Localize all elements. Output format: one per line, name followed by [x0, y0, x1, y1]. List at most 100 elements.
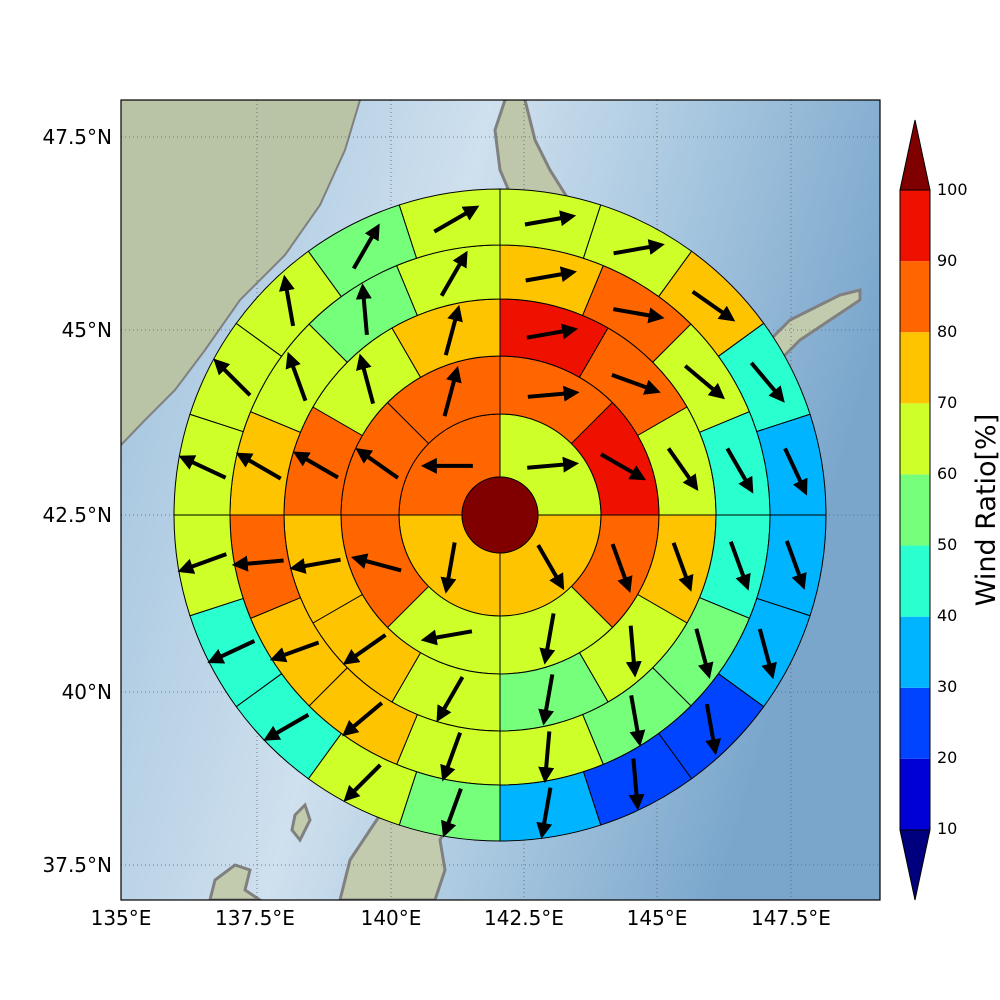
- wind-arrow: [436, 676, 465, 723]
- wind-arrow: [355, 448, 400, 480]
- colorbar-tick-label: 20: [937, 748, 957, 767]
- wind-arrow: [433, 205, 480, 234]
- colorbar-segment: [900, 545, 930, 617]
- wind-arrow: [442, 365, 462, 417]
- lat-tick-label: 37.5°N: [43, 853, 113, 877]
- colorbar-tick-label: 70: [937, 393, 957, 412]
- wind-arrow: [611, 373, 661, 395]
- wind-arrow: [441, 787, 463, 838]
- colorbar-tick-label: 60: [937, 464, 957, 483]
- wind-arrow: [278, 274, 296, 327]
- wind-arrow: [600, 452, 647, 481]
- wind-arrow: [231, 555, 284, 572]
- lat-axis: 47.5°N 45°N 42.5°N 40°N 37.5°N: [43, 125, 113, 877]
- wind-arrow: [207, 639, 256, 664]
- wind-arrow: [439, 250, 468, 297]
- colorbar-tick-label: 40: [937, 606, 957, 625]
- colorbar-segment: [900, 403, 930, 475]
- land-sado-island: [290, 802, 312, 843]
- lat-tick-label: 47.5°N: [43, 125, 113, 149]
- wind-arrow: [725, 447, 754, 494]
- wind-arrow: [538, 674, 555, 726]
- colorbar-segment: [900, 332, 930, 404]
- colorbar-tick-label: 80: [937, 322, 957, 341]
- wind-arrow: [351, 223, 380, 270]
- land-korea-tip: [208, 863, 263, 900]
- wind-arrow: [440, 542, 457, 594]
- wind-arrow: [285, 351, 308, 402]
- wind-arrow: [666, 447, 699, 492]
- lon-tick-label: 145°E: [627, 906, 688, 930]
- wind-arrow: [610, 543, 633, 593]
- wind-arrow: [350, 553, 402, 573]
- colorbar-segment: [900, 758, 930, 830]
- wind-arrows: [177, 205, 808, 839]
- lon-tick-label: 140°E: [361, 906, 422, 930]
- colorbar-tick-label: 100: [937, 180, 968, 199]
- colorbar-segment: [900, 261, 930, 333]
- wind-arrow: [263, 712, 310, 741]
- wind-arrow: [671, 542, 694, 592]
- wind-arrow: [628, 758, 645, 811]
- lon-tick-label: 142.5°E: [484, 906, 564, 930]
- colorbar-tick-label: 50: [937, 535, 957, 554]
- wind-arrow: [527, 385, 580, 402]
- wind-arrow: [539, 613, 556, 665]
- wind-arrow: [683, 364, 726, 400]
- wind-arrow: [235, 452, 282, 481]
- center-cell: [461, 476, 539, 554]
- colorbar-label: Wind Ratio[%]: [971, 414, 1000, 606]
- wind-arrow: [355, 283, 372, 336]
- lon-axis: 135°E 137.5°E 140°E 142.5°E 145°E 147.5°…: [91, 906, 831, 930]
- wind-arrow: [784, 540, 807, 590]
- wind-arrow: [525, 266, 577, 283]
- colorbar-extend-min: [899, 829, 931, 901]
- wind-arrow: [213, 358, 252, 397]
- lat-tick-label: 40°N: [62, 680, 112, 704]
- colorbar-segment: [900, 616, 930, 688]
- wind-arrow: [343, 763, 382, 802]
- colorbar-segment: [900, 687, 930, 759]
- wind-arrow: [691, 290, 736, 322]
- colorbar-segment: [900, 190, 930, 262]
- wind-arrow: [538, 731, 555, 784]
- wind-arrow: [704, 703, 722, 756]
- lat-tick-label: 45°N: [62, 318, 112, 342]
- wind-arrow: [443, 304, 463, 356]
- colorbar-extend-max: [899, 119, 931, 191]
- colorbar-ticks: 10 20 30 40 50 60 70 80 90 100: [937, 180, 968, 838]
- wind-arrow: [342, 633, 387, 665]
- colorbar-tick-label: 30: [937, 677, 957, 696]
- wind-arrow: [749, 361, 785, 403]
- wind-arrow: [420, 629, 473, 646]
- wind-arrow: [536, 787, 553, 839]
- colorbar-tick-label: 10: [937, 819, 957, 838]
- wind-arrow: [728, 541, 751, 591]
- wind-arrow: [527, 456, 580, 473]
- colorbar-tick-label: 90: [937, 251, 957, 270]
- wind-arrow: [342, 701, 384, 737]
- lon-tick-label: 137.5°E: [215, 906, 295, 930]
- wind-arrow: [536, 544, 565, 591]
- wind-arrow: [526, 323, 579, 340]
- lon-tick-label: 135°E: [91, 906, 152, 930]
- wind-arrow: [440, 731, 462, 782]
- wind-arrow: [178, 455, 227, 480]
- colorbar: [899, 119, 931, 901]
- colorbar-segment: [900, 474, 930, 546]
- wind-arrow: [356, 353, 376, 405]
- map-frame: [120, 99, 881, 901]
- lon-tick-label: 147.5°E: [751, 906, 831, 930]
- wind-arrow: [694, 628, 714, 679]
- lat-tick-label: 42.5°N: [43, 503, 113, 527]
- wind-arrow: [177, 552, 228, 574]
- wind-arrow: [629, 695, 646, 747]
- wind-arrow: [625, 625, 642, 678]
- wind-arrow: [783, 447, 808, 496]
- wind-arrow: [612, 307, 665, 324]
- wind-arrow: [269, 640, 320, 663]
- wind-arrow: [292, 451, 339, 480]
- wind-arrow: [289, 557, 341, 574]
- wind-arrow: [613, 239, 665, 256]
